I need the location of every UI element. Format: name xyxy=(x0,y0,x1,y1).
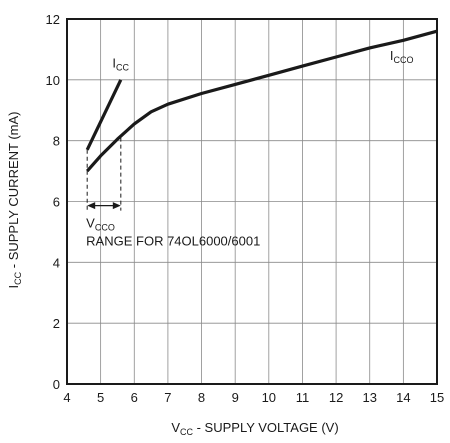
y-tick-label: 8 xyxy=(53,134,60,149)
y-tick-label: 4 xyxy=(53,255,60,270)
x-tick-label: 15 xyxy=(430,390,444,405)
y-tick-label: 0 xyxy=(53,377,60,392)
x-tick-label: 14 xyxy=(396,390,410,405)
x-tick-label: 10 xyxy=(262,390,276,405)
series-line-icco xyxy=(85,29,438,173)
range-arrow-left-head xyxy=(87,202,96,210)
tick-labels: 4 5 6 7 8 9 10 11 12 13 14 15 0 2 4 6 8 10 12 xyxy=(46,12,445,405)
range-arrow-right-head xyxy=(112,202,121,210)
y-tick-label: 12 xyxy=(46,12,60,27)
range-annotation xyxy=(86,137,122,211)
y-tick-label: 6 xyxy=(53,195,60,210)
x-tick-label: 6 xyxy=(131,390,138,405)
x-axis-label: VCC - SUPPLY VOLTAGE (V) xyxy=(171,420,338,437)
x-tick-label: 11 xyxy=(296,390,310,405)
x-tick-label: 5 xyxy=(97,390,104,405)
series-label-icco: ICCO xyxy=(390,48,414,65)
y-tick-label: 2 xyxy=(53,316,60,331)
x-tick-label: 12 xyxy=(329,390,343,405)
grid-lines xyxy=(66,18,438,385)
series-lines xyxy=(85,29,438,173)
y-axis-label: ICC - SUPPLY CURRENT (mA) xyxy=(6,112,23,289)
x-tick-label: 7 xyxy=(164,390,171,405)
series-label-icc: ICC xyxy=(112,56,129,73)
range-symbol-label: VCCO xyxy=(86,215,115,232)
x-tick-label: 9 xyxy=(232,390,239,405)
x-tick-label: 13 xyxy=(362,390,376,405)
y-tick-label: 10 xyxy=(46,73,60,88)
range-description: RANGE FOR 74OL6000/6001 xyxy=(86,234,260,249)
series-line-icc xyxy=(85,79,123,151)
x-tick-label: 8 xyxy=(198,390,205,405)
plot-frame xyxy=(66,18,438,385)
x-tick-label: 4 xyxy=(63,390,70,405)
